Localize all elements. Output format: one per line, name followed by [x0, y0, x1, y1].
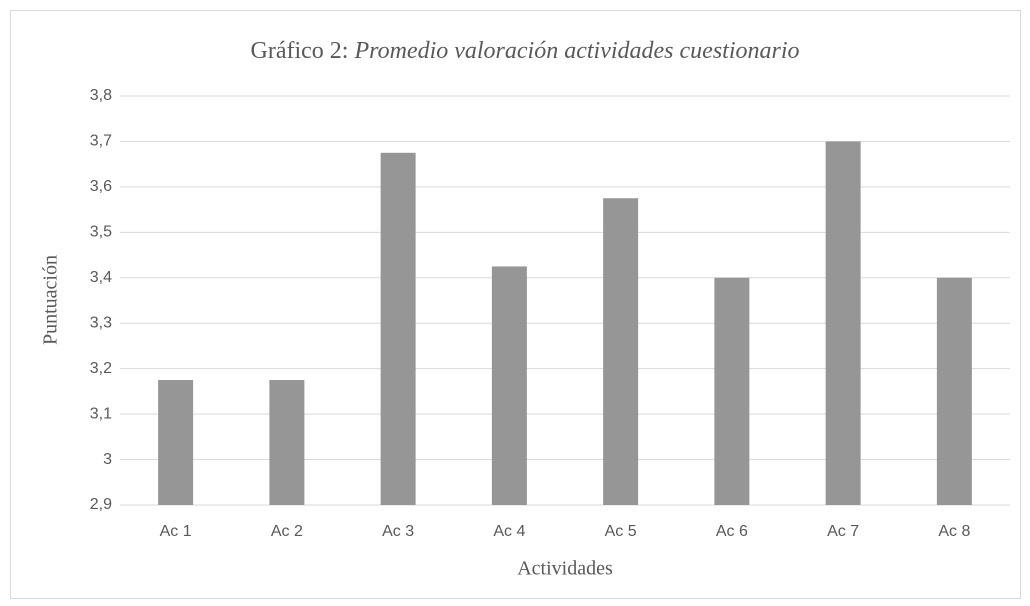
bar	[714, 277, 750, 505]
bar	[158, 380, 194, 505]
bar	[603, 198, 639, 505]
title-prefix: Gráfico 2:	[251, 38, 349, 64]
y-tick-label: 3,2	[90, 360, 112, 377]
x-axis-title: Actividades	[517, 558, 613, 580]
x-tick-label: Ac 5	[605, 523, 637, 540]
bar	[936, 277, 972, 505]
bar	[491, 266, 527, 505]
x-tick-label: Ac 8	[938, 523, 970, 540]
y-tick-label: 3,6	[90, 178, 112, 195]
x-tick-label: Ac 4	[493, 523, 525, 540]
y-tick-label: 3,1	[90, 405, 112, 422]
y-tick-label: 3	[103, 451, 112, 468]
y-tick-label: 3,3	[90, 314, 112, 331]
y-tick-label: 3,5	[90, 224, 112, 241]
chart-title: Gráfico 2: Promedio valoración actividad…	[251, 38, 800, 64]
bar	[380, 152, 416, 506]
y-tick-label: 3,8	[90, 87, 112, 104]
x-tick-label: Ac 3	[382, 523, 414, 540]
x-tick-label: Ac 6	[716, 523, 748, 540]
y-tick-label: 3,4	[90, 269, 112, 286]
x-tick-label: Ac 1	[160, 523, 192, 540]
bar	[269, 380, 305, 505]
y-tick-label: 2,9	[90, 496, 112, 513]
y-axis-title: Puntuación	[40, 255, 62, 345]
x-tick-label: Ac 2	[271, 523, 303, 540]
y-tick-label: 3,7	[90, 133, 112, 150]
bar	[825, 141, 861, 505]
title-main: Promedio valoración actividades cuestion…	[353, 38, 799, 64]
x-tick-label: Ac 7	[827, 523, 859, 540]
